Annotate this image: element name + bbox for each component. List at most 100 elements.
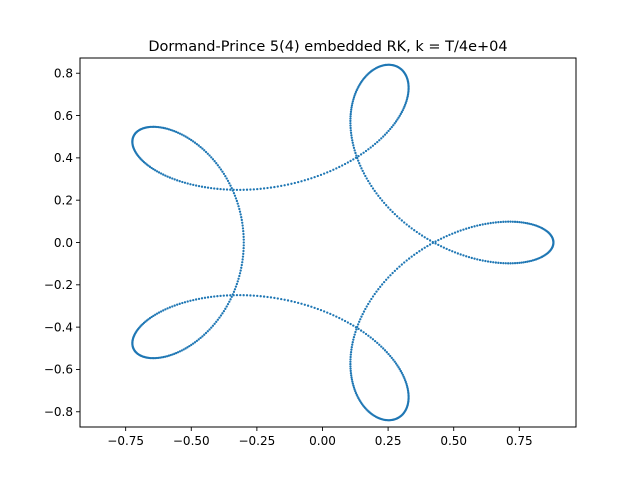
orbit-point bbox=[176, 303, 179, 306]
orbit-point bbox=[404, 103, 407, 106]
orbit-point bbox=[395, 267, 399, 270]
orbit-point bbox=[159, 310, 163, 313]
orbit-point bbox=[528, 260, 531, 263]
orbit-point bbox=[367, 148, 370, 151]
orbit-point bbox=[513, 220, 517, 223]
orbit-point bbox=[341, 318, 344, 321]
orbit-point bbox=[504, 262, 507, 265]
orbit-point bbox=[404, 379, 407, 382]
orbit-point bbox=[204, 331, 208, 335]
orbit-point bbox=[354, 391, 358, 395]
orbit-point bbox=[420, 248, 424, 251]
orbit-point bbox=[349, 371, 353, 375]
orbit-point bbox=[445, 234, 448, 238]
orbit-point bbox=[349, 110, 353, 114]
orbit-point bbox=[286, 183, 290, 186]
y-tick-label: 0.2 bbox=[54, 193, 73, 207]
x-axis: −0.75 −0.50 −0.25 0.00 0.25 0.50 0.75 bbox=[107, 427, 533, 448]
orbit-point bbox=[297, 301, 300, 305]
orbit-point bbox=[195, 339, 199, 343]
orbit-point bbox=[413, 253, 416, 256]
orbit-point bbox=[352, 158, 355, 161]
orbit-point bbox=[240, 266, 243, 269]
orbit-point bbox=[486, 222, 490, 225]
orbit-point bbox=[364, 307, 367, 311]
orbit-point bbox=[494, 261, 497, 264]
orbit-point bbox=[171, 129, 174, 132]
orbit-point bbox=[201, 147, 204, 150]
orbit-point bbox=[387, 352, 390, 356]
orbit-point bbox=[186, 182, 189, 185]
orbit-point bbox=[242, 238, 245, 241]
orbit-point bbox=[462, 228, 465, 231]
orbit-point bbox=[164, 174, 167, 177]
orbit-point bbox=[162, 126, 165, 130]
orbit-point bbox=[413, 229, 416, 232]
orbit-point bbox=[219, 294, 222, 298]
orbit-point bbox=[208, 154, 211, 157]
orbit-point bbox=[387, 206, 390, 209]
orbit-point bbox=[283, 184, 286, 187]
orbit-point bbox=[394, 362, 398, 365]
orbit-point bbox=[236, 202, 239, 205]
orbit-point bbox=[240, 218, 243, 222]
orbit-point bbox=[405, 98, 409, 101]
orbit-point bbox=[206, 152, 209, 155]
orbit-point bbox=[169, 128, 172, 132]
orbit-point bbox=[293, 300, 296, 304]
orbit-point bbox=[382, 347, 385, 350]
orbit-point bbox=[346, 161, 349, 164]
orbit-point bbox=[397, 116, 400, 119]
orbit-point bbox=[362, 151, 365, 154]
orbit-point bbox=[273, 296, 276, 300]
orbit-point bbox=[371, 338, 375, 341]
orbit-point bbox=[380, 345, 383, 348]
orbit-point bbox=[165, 355, 169, 358]
orbit-point bbox=[199, 336, 202, 340]
orbit-point bbox=[242, 249, 245, 253]
orbit-point bbox=[399, 369, 402, 373]
orbit-point bbox=[520, 261, 523, 264]
orbit-point bbox=[405, 223, 408, 226]
orbit-point bbox=[387, 276, 390, 279]
orbit-point bbox=[306, 304, 310, 307]
orbit-point bbox=[326, 171, 329, 174]
orbit-point bbox=[364, 149, 368, 153]
orbit-point bbox=[213, 187, 216, 190]
orbit-point bbox=[382, 280, 386, 284]
orbit-point bbox=[209, 186, 213, 190]
orbit-point bbox=[262, 187, 266, 190]
orbit-point bbox=[166, 307, 169, 310]
orbit-point bbox=[352, 144, 355, 147]
orbit-point bbox=[230, 186, 233, 190]
orbit-point bbox=[497, 261, 500, 264]
orbit-point bbox=[358, 162, 361, 165]
orbit-point bbox=[364, 174, 367, 178]
x-tick-label: −0.75 bbox=[107, 434, 144, 448]
orbit-point bbox=[434, 240, 437, 243]
orbit-point bbox=[394, 120, 398, 123]
orbit-point bbox=[518, 261, 521, 264]
scatter-points bbox=[131, 63, 555, 422]
orbit-point bbox=[201, 335, 204, 338]
orbit-point bbox=[180, 133, 183, 136]
orbit-point bbox=[194, 184, 198, 187]
orbit-point bbox=[513, 262, 517, 265]
chart-title: Dormand-Prince 5(4) embedded RK, k = T/4… bbox=[148, 39, 507, 55]
orbit-point bbox=[393, 122, 396, 125]
orbit-point bbox=[239, 269, 242, 272]
orbit-point bbox=[376, 341, 379, 345]
orbit-point bbox=[382, 201, 386, 205]
orbit-point bbox=[329, 169, 332, 173]
orbit-point bbox=[349, 115, 352, 118]
orbit-point bbox=[252, 294, 255, 297]
orbit-point bbox=[373, 292, 376, 296]
orbit-point bbox=[352, 335, 356, 339]
orbit-point bbox=[516, 220, 519, 224]
orbit-point bbox=[350, 134, 353, 137]
orbit-point bbox=[489, 221, 492, 225]
orbit-point bbox=[476, 224, 479, 227]
orbit-point bbox=[238, 207, 241, 211]
orbit-point bbox=[368, 300, 371, 303]
orbit-point bbox=[303, 179, 306, 182]
